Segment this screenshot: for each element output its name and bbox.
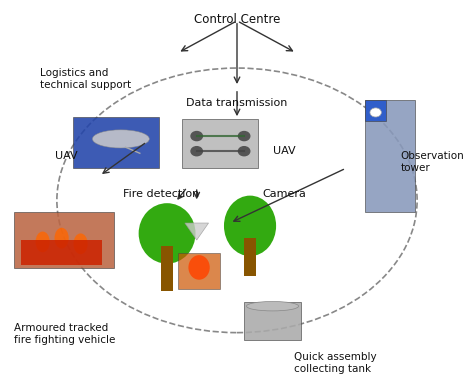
Ellipse shape — [246, 302, 299, 311]
Text: Observation
tower: Observation tower — [401, 151, 464, 173]
Text: Quick assembly
collecting tank: Quick assembly collecting tank — [294, 352, 376, 374]
Ellipse shape — [55, 228, 69, 249]
Bar — [21, 240, 102, 265]
Text: Armoured tracked
fire fighting vehicle: Armoured tracked fire fighting vehicle — [14, 323, 116, 345]
Text: Control Centre: Control Centre — [194, 13, 280, 26]
Ellipse shape — [36, 231, 50, 253]
Ellipse shape — [189, 255, 210, 280]
Text: Logistics and
technical support: Logistics and technical support — [40, 68, 131, 90]
Text: Camera: Camera — [263, 189, 306, 199]
Circle shape — [238, 147, 250, 156]
Circle shape — [238, 132, 250, 141]
Circle shape — [191, 147, 202, 156]
Bar — [161, 246, 173, 291]
Bar — [178, 253, 220, 289]
Ellipse shape — [92, 130, 149, 148]
Text: UAV: UAV — [55, 151, 77, 161]
Bar — [14, 212, 114, 268]
Circle shape — [370, 108, 381, 117]
Bar — [244, 302, 301, 340]
Text: Fire detection: Fire detection — [123, 189, 199, 199]
Polygon shape — [185, 223, 209, 240]
Circle shape — [191, 132, 202, 141]
Bar — [245, 238, 255, 276]
Text: UAV: UAV — [273, 146, 295, 155]
Ellipse shape — [224, 196, 276, 256]
Bar — [365, 100, 415, 212]
Bar — [73, 117, 159, 168]
Ellipse shape — [138, 203, 195, 264]
Bar — [365, 100, 386, 121]
Text: Data transmission: Data transmission — [186, 98, 288, 108]
Bar — [182, 119, 258, 168]
Ellipse shape — [73, 233, 88, 254]
